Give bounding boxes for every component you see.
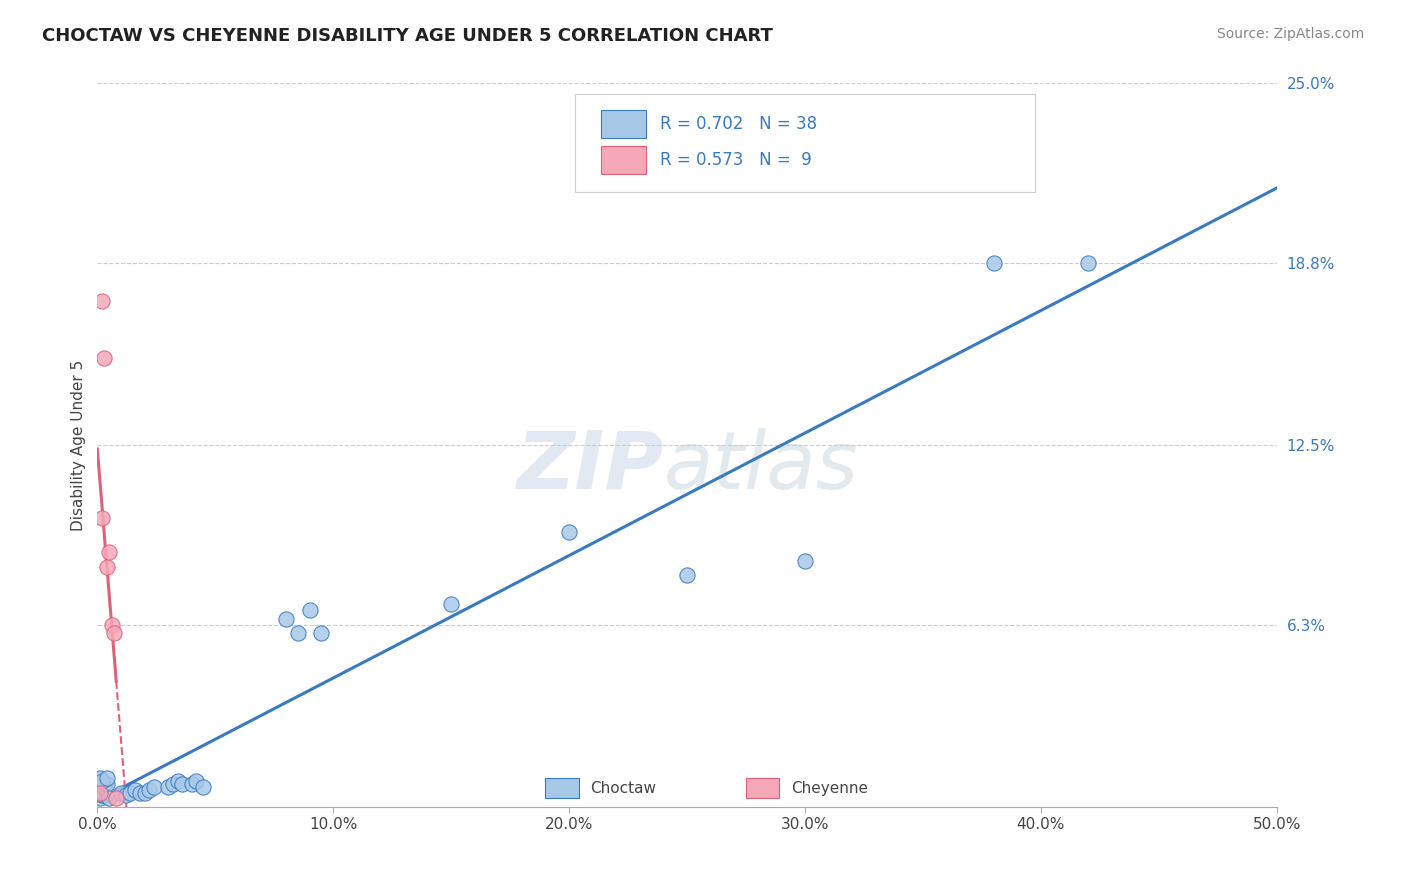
Point xyxy=(274,612,297,626)
Point xyxy=(138,782,160,797)
FancyBboxPatch shape xyxy=(747,778,779,798)
Point xyxy=(110,785,132,799)
Point xyxy=(180,777,202,791)
Text: CHOCTAW VS CHEYENNE DISABILITY AGE UNDER 5 CORRELATION CHART: CHOCTAW VS CHEYENNE DISABILITY AGE UNDER… xyxy=(42,27,773,45)
Point xyxy=(1077,256,1099,270)
FancyBboxPatch shape xyxy=(600,146,645,174)
Point xyxy=(120,785,142,799)
Point xyxy=(166,773,188,788)
Point xyxy=(157,780,180,794)
Point xyxy=(287,626,309,640)
Point xyxy=(114,789,136,803)
Point xyxy=(172,777,194,791)
Point xyxy=(558,524,581,539)
Point xyxy=(186,773,208,788)
Point xyxy=(93,780,115,794)
Text: Choctaw: Choctaw xyxy=(591,780,657,796)
Point xyxy=(91,789,114,803)
Point xyxy=(96,771,118,785)
Text: Source: ZipAtlas.com: Source: ZipAtlas.com xyxy=(1216,27,1364,41)
FancyBboxPatch shape xyxy=(575,95,1035,192)
Text: Cheyenne: Cheyenne xyxy=(790,780,868,796)
Point xyxy=(96,559,118,574)
Point xyxy=(298,603,321,617)
Text: R = 0.573   N =  9: R = 0.573 N = 9 xyxy=(659,151,811,169)
Point xyxy=(124,782,146,797)
Point xyxy=(89,791,111,805)
Point xyxy=(676,568,699,582)
Point xyxy=(89,785,111,799)
Point xyxy=(98,545,121,559)
FancyBboxPatch shape xyxy=(600,111,645,137)
Point xyxy=(91,773,114,788)
Point xyxy=(134,785,156,799)
Point xyxy=(100,617,122,632)
Point xyxy=(91,782,114,797)
Point xyxy=(91,293,114,308)
Point xyxy=(93,351,115,366)
Point xyxy=(193,780,215,794)
Point xyxy=(311,626,333,640)
Point xyxy=(93,785,115,799)
Y-axis label: Disability Age Under 5: Disability Age Under 5 xyxy=(72,359,86,531)
Text: R = 0.702   N = 38: R = 0.702 N = 38 xyxy=(659,115,817,133)
Point xyxy=(983,256,1005,270)
Point xyxy=(91,510,114,524)
Point xyxy=(98,791,121,805)
Point xyxy=(105,791,128,805)
Point xyxy=(96,785,118,799)
Point xyxy=(128,785,150,799)
Text: ZIP: ZIP xyxy=(516,428,664,506)
Point xyxy=(89,771,111,785)
Point xyxy=(96,777,118,791)
Point xyxy=(103,626,125,640)
Point xyxy=(162,777,184,791)
Point xyxy=(440,598,463,612)
Point xyxy=(143,780,166,794)
FancyBboxPatch shape xyxy=(546,778,578,798)
Text: atlas: atlas xyxy=(664,428,858,506)
Point xyxy=(794,554,817,568)
Point xyxy=(93,789,115,803)
